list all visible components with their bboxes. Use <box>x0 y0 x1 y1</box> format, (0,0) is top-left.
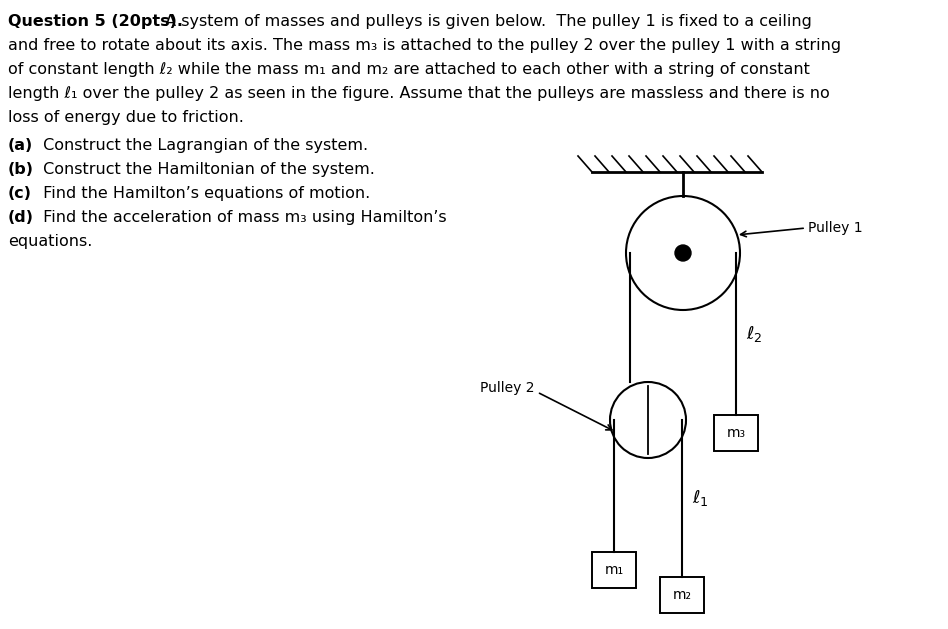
Text: and free to rotate about its axis. The mass m₃ is attached to the pulley 2 over : and free to rotate about its axis. The m… <box>8 38 841 53</box>
Text: $\ell_1$: $\ell_1$ <box>692 489 708 508</box>
Text: length ℓ₁ over the pulley 2 as seen in the figure. Assume that the pulleys are m: length ℓ₁ over the pulley 2 as seen in t… <box>8 86 829 101</box>
Bar <box>592 552 636 588</box>
Text: Find the acceleration of mass m₃ using Hamilton’s: Find the acceleration of mass m₃ using H… <box>38 210 447 225</box>
Text: A system of masses and pulleys is given below.  The pulley 1 is fixed to a ceili: A system of masses and pulleys is given … <box>160 14 811 29</box>
Text: m₃: m₃ <box>726 426 745 440</box>
Text: Pulley 1: Pulley 1 <box>808 221 863 235</box>
Text: loss of energy due to friction.: loss of energy due to friction. <box>8 110 244 125</box>
Text: (b): (b) <box>8 162 34 177</box>
Text: Find the Hamilton’s equations of motion.: Find the Hamilton’s equations of motion. <box>38 186 371 201</box>
Text: Construct the Lagrangian of the system.: Construct the Lagrangian of the system. <box>38 138 368 153</box>
Text: (c): (c) <box>8 186 32 201</box>
Text: m₁: m₁ <box>605 563 624 577</box>
Text: m₂: m₂ <box>672 588 691 602</box>
Circle shape <box>675 245 691 261</box>
Text: equations.: equations. <box>8 234 92 249</box>
Bar <box>660 577 704 613</box>
Text: Pulley 2: Pulley 2 <box>481 381 535 395</box>
Text: Question 5 (20pts).: Question 5 (20pts). <box>8 14 183 29</box>
Bar <box>714 415 758 451</box>
Text: of constant length ℓ₂ while the mass m₁ and m₂ are attached to each other with a: of constant length ℓ₂ while the mass m₁ … <box>8 62 810 77</box>
Text: $\ell_2$: $\ell_2$ <box>746 324 762 344</box>
Text: (d): (d) <box>8 210 34 225</box>
Text: (a): (a) <box>8 138 33 153</box>
Text: Construct the Hamiltonian of the system.: Construct the Hamiltonian of the system. <box>38 162 374 177</box>
